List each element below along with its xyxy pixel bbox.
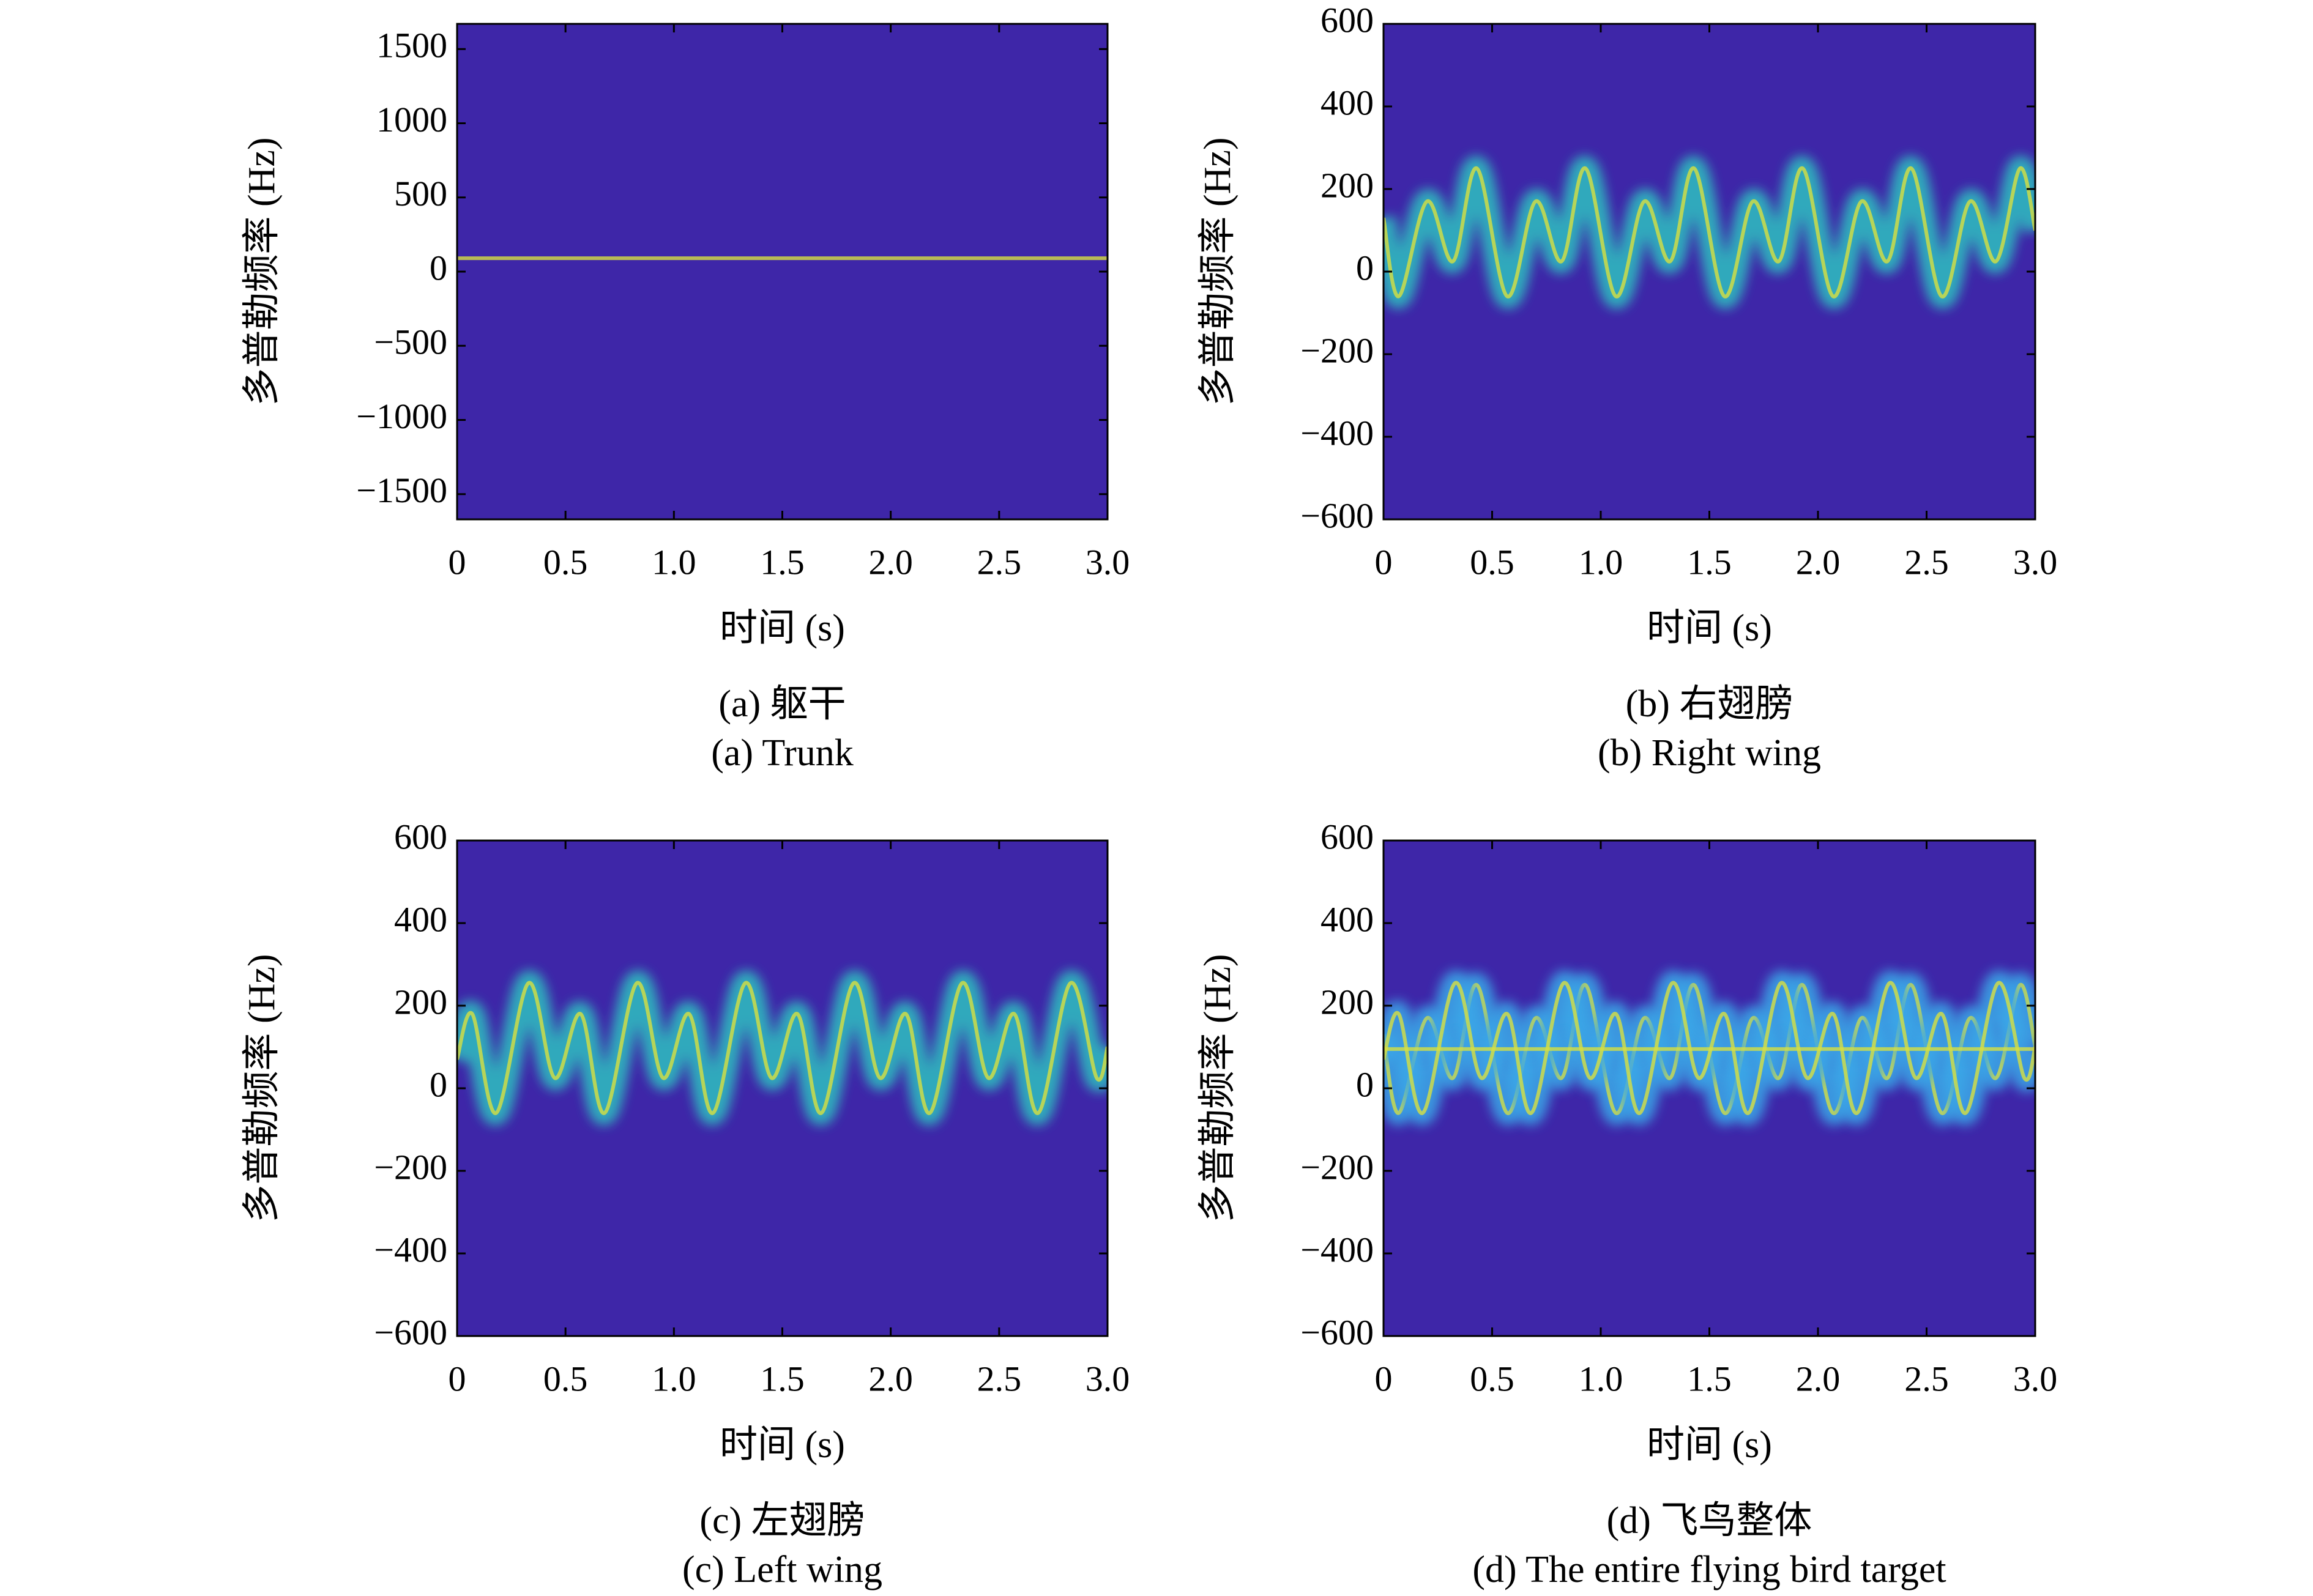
panel: 0 0.5 1.0 1.5 2.0 2.5 3.0 −600 −400 −200 0 200 400 60… [1197,817,2057,1590]
caption: (c) Left wing [682,1549,882,1590]
y-tick-label: 600 [1320,817,1374,856]
y-tick-label: −1500 [356,470,447,510]
y-tick-label: 400 [1320,83,1374,122]
x-tick-label: 1.5 [1687,1359,1732,1398]
panel: 0 0.5 1.0 1.5 2.0 2.5 3.0 −600 −400 −200 0 200 400 60… [241,817,1130,1590]
caption: (d) The entire flying bird target [1472,1549,1946,1590]
y-tick-label: −400 [1300,413,1374,453]
y-tick-label: 200 [1320,165,1374,205]
y-tick-label: 0 [1356,248,1374,288]
y-tick-label: −200 [1300,330,1374,370]
y-tick-label: −600 [1300,1312,1374,1352]
y-tick-label: 600 [394,817,447,856]
x-tick-label: 2.5 [1904,1359,1949,1398]
y-axis-title: 多普勒频率 (Hz) [241,954,283,1222]
panel: 0 0.5 1.0 1.5 2.0 2.5 3.0 −1500 −1000 −500 0 500 100… [241,23,1130,774]
y-tick-label: 200 [1320,982,1374,1022]
x-tick-label: 0 [1375,1359,1393,1398]
caption-cn: (a) 躯干 [718,683,846,725]
x-tick-label: 0.5 [1470,542,1514,582]
y-axis-title: 多普勒频率 (Hz) [1197,137,1238,406]
y-tick-label: 0 [430,248,447,288]
x-tick-label: 2.0 [868,1359,913,1398]
y-tick-label: −400 [374,1230,447,1269]
plot-background [457,24,1108,519]
y-tick-label: 600 [1320,0,1374,40]
x-tick-label: 0.5 [543,1359,588,1398]
x-tick-label: 3.0 [2013,1359,2058,1398]
caption: (b) Right wing [1598,732,1821,774]
y-tick-label: 200 [394,982,447,1022]
x-tick-label: 0.5 [1470,1359,1514,1398]
y-tick-label: −600 [1300,496,1374,535]
x-tick-label: 1.0 [1579,542,1623,582]
x-tick-label: 2.0 [868,542,913,582]
traces [1384,156,2035,309]
x-tick-label: 0 [449,1359,466,1398]
x-axis-title: 时间 (s) [720,607,845,649]
x-tick-label: 0.5 [543,542,588,582]
x-tick-label: 0 [1375,542,1393,582]
y-tick-label: −1000 [356,396,447,436]
traces [1384,970,2035,1126]
y-tick-label: −400 [1300,1230,1374,1269]
y-tick-label: 400 [394,899,447,939]
x-tick-label: 1.0 [652,1359,696,1398]
traces [457,970,1108,1126]
plot-background [457,841,1108,1336]
x-tick-label: 3.0 [1086,542,1130,582]
y-axis-title: 多普勒频率 (Hz) [241,137,283,406]
y-tick-label: 1000 [376,100,447,139]
x-tick-label: 2.0 [1796,542,1841,582]
x-axis-title: 时间 (s) [1647,607,1772,649]
y-tick-label: −200 [1300,1147,1374,1187]
x-tick-label: 1.0 [652,542,696,582]
x-tick-label: 1.5 [1687,542,1732,582]
x-tick-label: 3.0 [1086,1359,1130,1398]
x-tick-label: 3.0 [2013,542,2058,582]
caption-cn: (d) 飞鸟整体 [1607,1500,1812,1542]
caption-cn: (c) 左翅膀 [699,1500,865,1542]
x-axis-title: 时间 (s) [720,1424,845,1466]
x-tick-label: 1.5 [760,1359,805,1398]
y-tick-label: 0 [430,1064,447,1104]
x-axis-title: 时间 (s) [1647,1424,1772,1466]
x-tick-label: 2.5 [1904,542,1949,582]
y-tick-label: 0 [1356,1064,1374,1104]
caption-cn: (b) 右翅膀 [1626,683,1793,725]
panel: 0 0.5 1.0 1.5 2.0 2.5 3.0 −600 −400 −200 0 200 400 60… [1197,0,2057,774]
trace [457,981,1108,1115]
y-tick-label: −200 [374,1147,447,1187]
x-tick-label: 1.0 [1579,1359,1623,1398]
caption: (a) Trunk [711,732,854,774]
x-tick-label: 2.5 [977,1359,1022,1398]
x-tick-label: 2.0 [1796,1359,1841,1398]
y-tick-label: −500 [374,322,447,362]
y-tick-label: −600 [374,1312,447,1352]
y-tick-label: 1500 [376,26,447,65]
y-axis-title: 多普勒频率 (Hz) [1197,954,1238,1222]
y-tick-label: 500 [394,174,447,213]
y-tick-label: 400 [1320,899,1374,939]
x-tick-label: 0 [449,542,466,582]
trace [1384,166,2035,299]
x-tick-label: 2.5 [977,542,1022,582]
x-tick-label: 1.5 [760,542,805,582]
